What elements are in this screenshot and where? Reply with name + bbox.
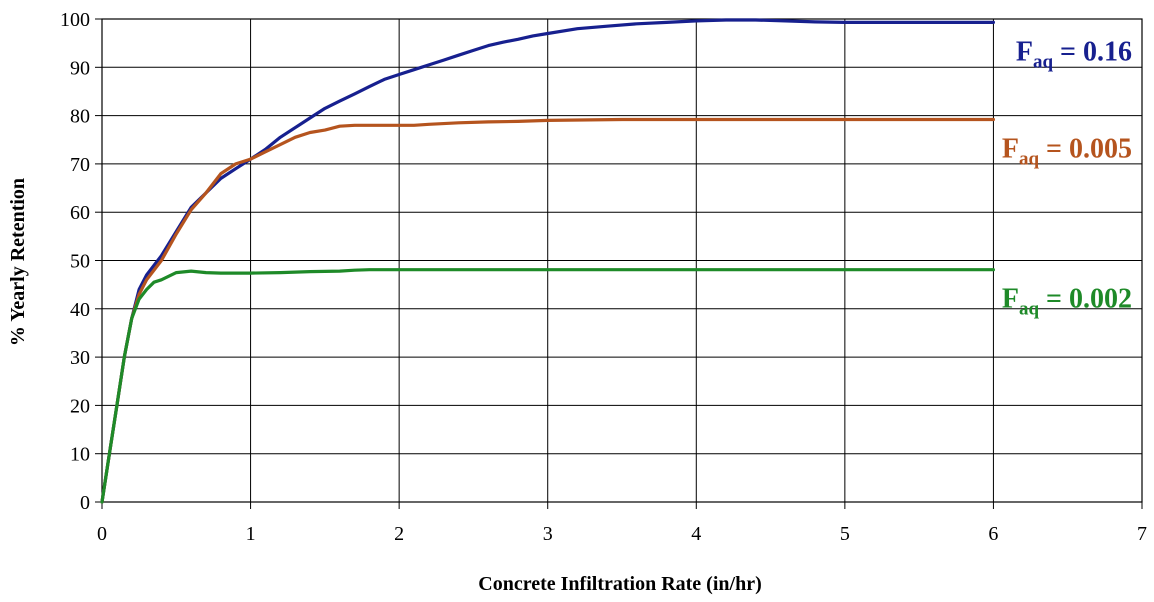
y-tick-label: 70 [70,154,90,176]
series-labels: Faq = 0.16 Faq = 0.005 Faq = 0.002 [1002,36,1132,319]
y-tick-label: 100 [60,9,90,31]
grid-lines [95,18,1143,509]
y-tick-label: 60 [70,202,90,224]
y-axis-title: % Yearly Retention [7,178,29,346]
x-tick-label: 4 [691,523,701,545]
y-tick-label: 10 [70,444,90,466]
x-tick-label: 5 [840,523,850,545]
x-tick-label: 6 [988,523,998,545]
plot-frame [101,18,1143,503]
y-tick-label: 0 [80,492,90,514]
series-label-1: Faq = 0.005 [1002,133,1132,169]
series-line-1 [100,117,996,504]
series-label-2: Faq = 0.002 [1002,284,1132,320]
x-axis-title: Concrete Infiltration Rate (in/hr) [478,573,761,595]
y-tick-label: 50 [70,251,90,273]
y-tick-label: 90 [70,57,90,79]
series-lines [100,18,996,504]
series-line-2 [100,268,996,504]
x-tick-label: 1 [246,523,256,545]
y-tick-label: 80 [70,106,90,128]
y-tick-label: 40 [70,299,90,321]
x-tick-label: 0 [97,523,107,545]
x-tick-label: 3 [543,523,553,545]
x-tick-label: 2 [394,523,404,545]
x-tick-label: 7 [1137,523,1147,545]
series-label-0: Faq = 0.16 [1016,36,1132,72]
series-line-0 [100,18,996,504]
y-tick-label: 30 [70,347,90,369]
tick-labels: 0 10 20 30 40 50 60 70 80 90 100 0 1 2 3 4 5 6 7 [60,9,1147,545]
y-tick-label: 20 [70,395,90,417]
